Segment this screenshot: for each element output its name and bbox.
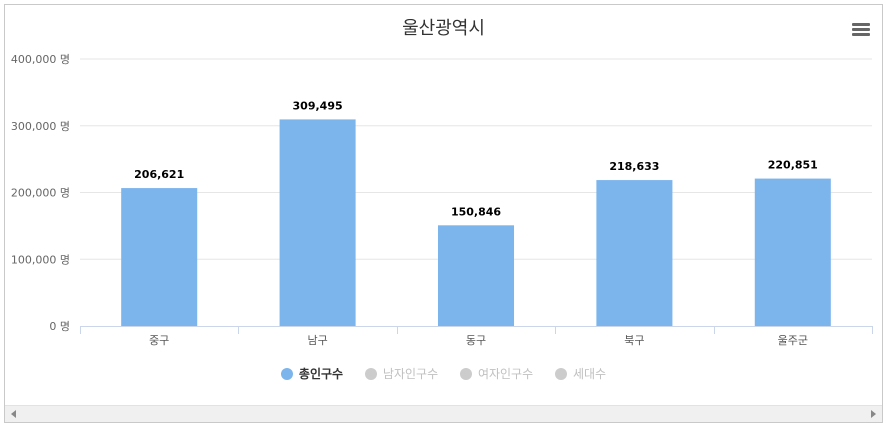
chart-title: 울산광역시	[402, 18, 485, 39]
x-tick-label: 울주군	[778, 334, 808, 347]
legend-label-total: 총인구수	[298, 367, 344, 381]
legend-label-households: 세대수	[572, 367, 607, 381]
data-label: 150,846	[451, 205, 501, 218]
chart-container: 울산광역시 0 명 100,000 명 200,000 명 300,000 명 400,…	[4, 4, 883, 423]
chart-legend: 총인구수 남자인구수 여자인구수 세대수	[5, 365, 882, 383]
legend-item-male[interactable]: 남자인구수	[364, 365, 439, 382]
legend-dot-male	[364, 367, 377, 380]
legend-item-households[interactable]: 세대수	[554, 365, 607, 382]
x-tick-label: 중구	[149, 334, 169, 347]
y-tick-label: 300,000 명	[11, 120, 70, 133]
x-tick-label: 북구	[624, 334, 644, 347]
data-label: 218,633	[609, 160, 659, 173]
bar-5	[754, 178, 831, 326]
y-tick-label: 400,000 명	[11, 53, 70, 66]
x-tick-label: 남구	[307, 334, 327, 347]
legend-label-female: 여자인구수	[477, 367, 534, 381]
data-label: 220,851	[768, 159, 818, 172]
hamburger-menu-icon[interactable]	[852, 23, 870, 37]
data-label: 309,495	[293, 99, 343, 112]
bar-4	[596, 180, 673, 326]
bar-2	[279, 119, 356, 327]
y-tick-label: 100,000 명	[11, 253, 70, 266]
scroll-right-arrow-icon[interactable]	[871, 410, 876, 418]
horizontal-scrollbar[interactable]	[5, 405, 882, 422]
legend-item-female[interactable]: 여자인구수	[459, 365, 534, 382]
bar-chart: 0 명 100,000 명 200,000 명 300,000 명 400,000 명 2…	[11, 53, 873, 347]
legend-dot-female	[459, 367, 472, 380]
legend-dot-total	[280, 367, 293, 380]
data-label: 206,621	[134, 168, 184, 181]
scroll-left-arrow-icon[interactable]	[11, 410, 16, 418]
legend-dot-households	[554, 367, 567, 380]
bar-1	[121, 188, 198, 326]
x-tick-label: 동구	[466, 334, 486, 347]
y-tick-label: 0 명	[49, 320, 70, 333]
bar-3	[437, 225, 515, 326]
legend-label-male: 남자인구수	[382, 367, 439, 381]
legend-item-total[interactable]: 총인구수	[280, 365, 344, 382]
y-tick-label: 200,000 명	[11, 187, 70, 200]
